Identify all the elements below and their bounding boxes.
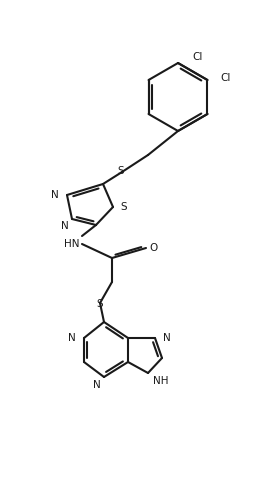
Text: N: N — [51, 190, 59, 200]
Text: Cl: Cl — [192, 52, 202, 62]
Text: Cl: Cl — [220, 73, 231, 83]
Text: N: N — [61, 221, 69, 231]
Text: NH: NH — [153, 376, 168, 386]
Text: HN: HN — [64, 239, 80, 249]
Text: S: S — [120, 202, 127, 212]
Text: S: S — [97, 299, 103, 309]
Text: S: S — [118, 166, 124, 176]
Text: N: N — [93, 380, 101, 390]
Text: N: N — [163, 333, 171, 343]
Text: N: N — [68, 333, 76, 343]
Text: O: O — [150, 243, 158, 253]
